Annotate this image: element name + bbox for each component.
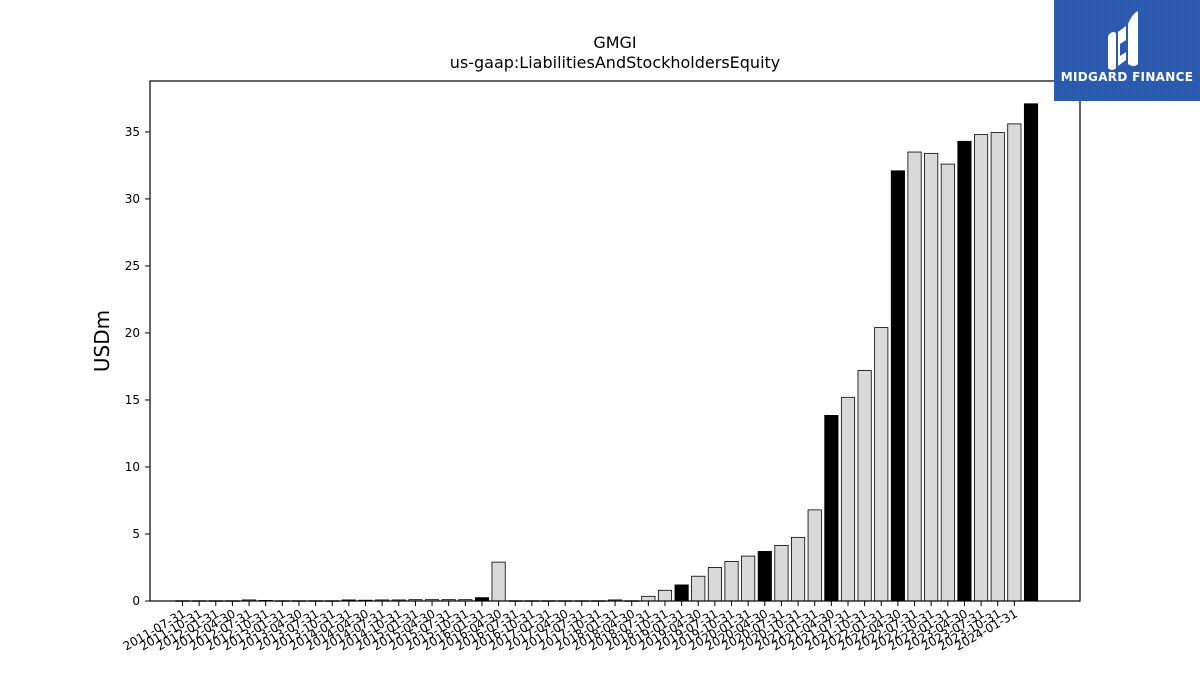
- bar-2018-10-31: [657, 589, 673, 602]
- bar-2022-04-30: [890, 170, 905, 602]
- bar-2021-07-31: [840, 396, 856, 602]
- y-tick-label: 0: [132, 594, 140, 608]
- bar-undefined: [1023, 103, 1039, 602]
- chart-subtitle: us-gaap:LiabilitiesAndStockholdersEquity: [450, 53, 781, 72]
- y-axis-ticks: 0 5 10 15 20 25 30 35: [125, 125, 150, 608]
- bar-2023-04-30: [957, 140, 972, 602]
- y-tick-label: 20: [125, 326, 140, 340]
- y-tick-label: 25: [125, 259, 140, 273]
- bar-2019-04-30: [691, 575, 706, 602]
- bar-2021-10-31: [857, 370, 872, 602]
- brand-logo: MIDGARD FINANCE: [1054, 0, 1200, 101]
- chart-title: GMGI: [593, 33, 636, 52]
- bar-2023-01-31: [940, 163, 955, 602]
- y-tick-label: 5: [132, 527, 140, 541]
- y-tick-label: 30: [125, 192, 140, 206]
- bar-2020-10-31: [791, 536, 806, 602]
- bar-2021-01-31: [807, 509, 822, 602]
- bar-2018-07-31: [641, 595, 656, 602]
- bar-2024-01-31: [1007, 123, 1022, 602]
- bar-2023-07-31: [974, 134, 989, 602]
- bar-2020-07-31: [774, 544, 789, 602]
- y-tick-label: 35: [125, 125, 140, 139]
- bar-2021-04-30: [824, 414, 839, 602]
- x-axis-ticks: 2011-07-312011-10-312012-01-312012-04-30…: [121, 601, 1020, 653]
- bar-series: [175, 103, 1039, 602]
- y-tick-label: 15: [125, 393, 140, 407]
- bar-2020-01-31: [741, 555, 756, 602]
- plot-frame: [149, 80, 1081, 602]
- y-axis-label: USDm: [90, 310, 114, 372]
- bar-2022-01-31: [874, 327, 889, 602]
- logo-text: MIDGARD FINANCE: [1061, 70, 1193, 84]
- y-tick-label: 10: [125, 460, 140, 474]
- bar-2022-10-31: [924, 152, 939, 602]
- bar-2022-07-31: [907, 151, 922, 602]
- bar-2019-10-31: [724, 561, 739, 602]
- bar-2023-10-31: [990, 132, 1005, 602]
- bar-2016-04-30: [491, 561, 506, 602]
- bar-2020-04-30: [757, 551, 772, 602]
- bar-2019-07-31: [707, 567, 722, 602]
- midgard-mark-icon: [1108, 11, 1138, 70]
- bar-2019-01-31: [674, 584, 689, 602]
